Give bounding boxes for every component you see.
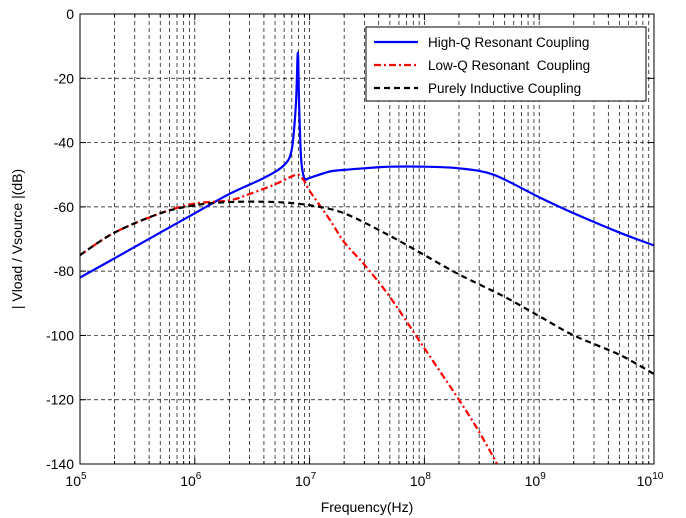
legend-box <box>365 26 647 102</box>
series-line-2 <box>80 173 499 464</box>
x-tick-label: 1010 <box>637 471 664 489</box>
y-tick-label: 0 <box>66 6 74 22</box>
series-layer <box>80 51 654 464</box>
series-line-1 <box>80 51 654 279</box>
plot-frame <box>79 13 655 465</box>
y-tick-label: -60 <box>54 199 74 215</box>
x-tick-label: 106 <box>180 471 202 489</box>
y-tick-label: -120 <box>46 392 74 408</box>
x-tick-label: 109 <box>525 471 547 489</box>
y-axis-label: | Vload / Vsource |(dB) <box>9 169 25 309</box>
legend-items: High-Q Resonant Coupling Low-Q Resonant C… <box>374 35 590 96</box>
legend-label-1: High-Q Resonant Coupling <box>428 35 589 50</box>
legend-label-3: Purely Inductive Coupling <box>428 81 581 96</box>
y-tick-label: -80 <box>54 263 74 279</box>
y-tick-label: -40 <box>54 135 74 151</box>
legend: High-Q Resonant Coupling Low-Q Resonant C… <box>365 26 647 102</box>
x-tick-label: 108 <box>410 471 432 489</box>
grid <box>80 14 654 464</box>
x-tick-label: 105 <box>65 471 87 489</box>
series-line-3 <box>80 200 654 375</box>
y-tick-label: -20 <box>54 70 74 86</box>
y-tick-label: -140 <box>46 456 74 472</box>
y-tick-label: -100 <box>46 327 74 343</box>
x-axis-label: Frequency(Hz) <box>321 499 414 515</box>
x-tick-label: 107 <box>295 471 317 489</box>
ticks <box>79 13 654 465</box>
legend-label-2: Low-Q Resonant Coupling <box>428 58 590 73</box>
